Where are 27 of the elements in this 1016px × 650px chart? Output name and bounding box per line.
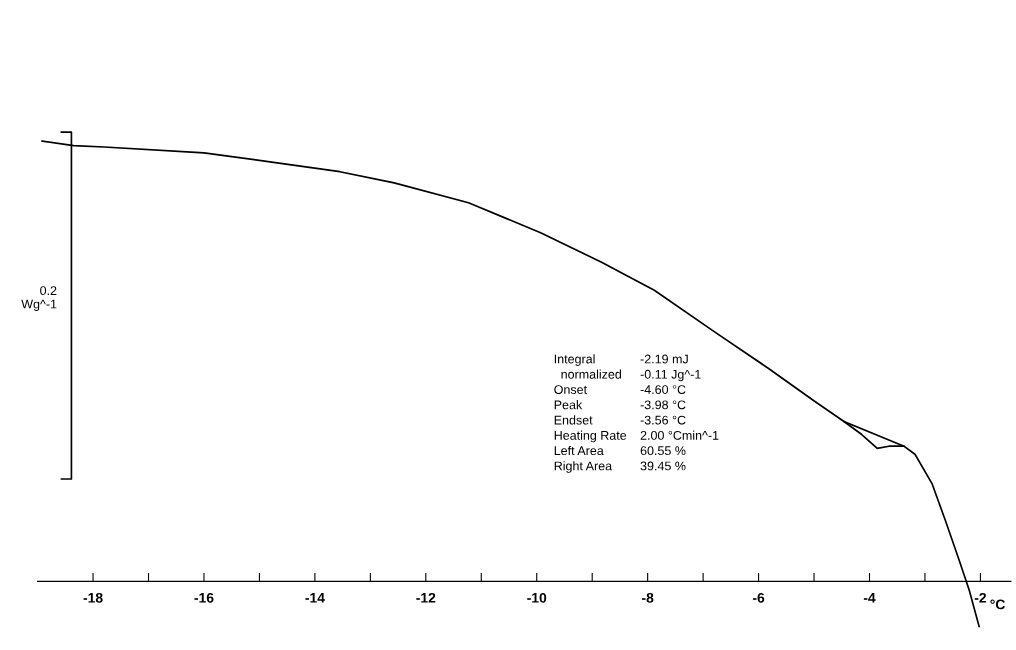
x-tick-label: -2: [974, 592, 987, 603]
x-tick-label: -8: [642, 592, 654, 603]
annotation: Left Area: [554, 445, 604, 456]
x-tick-label: -10: [527, 592, 547, 603]
annotation: -3.98 °C: [640, 400, 686, 410]
annotation: Endset: [554, 415, 593, 425]
x-tick-label: -12: [416, 592, 436, 603]
annotation: -3.56 °C: [640, 415, 686, 425]
x-tick-label: -6: [752, 592, 765, 603]
annotation: 2.00 °Cmin^-1: [640, 430, 719, 440]
annotation: Integral: [554, 354, 595, 366]
x-tick-label: -18: [83, 592, 103, 603]
annotation: -4.60 °C: [640, 385, 686, 394]
x-tick-label: -14: [305, 593, 325, 603]
annotation: Peak: [554, 400, 583, 410]
annotation: Onset: [554, 385, 587, 394]
annotation: -0.11 Jg^-1: [640, 369, 701, 382]
annotation: Right Area: [554, 461, 613, 473]
x-axis-title: °C: [990, 599, 1005, 610]
annotation: normalized: [561, 369, 621, 379]
x-tick-label: -4: [863, 593, 876, 603]
annotation: Heating Rate: [554, 430, 627, 443]
y-axis-title: 0.2 Wg^-1: [21, 286, 57, 311]
annotation: 39.45 %: [640, 461, 686, 471]
x-tick-label: -16: [194, 592, 214, 603]
annotation: 60.55 %: [640, 446, 686, 456]
annotation: -2.19 mJ: [640, 354, 688, 364]
